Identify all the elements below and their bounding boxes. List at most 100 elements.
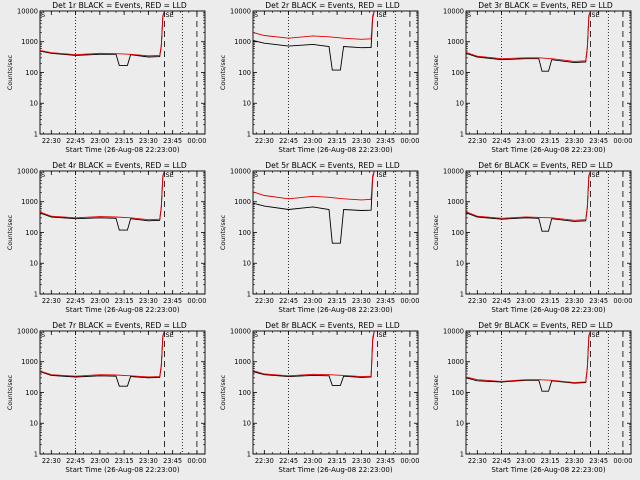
y-tick-label: 10 bbox=[456, 100, 464, 108]
y-tick-label: 10 bbox=[456, 420, 464, 428]
x-tick-label: 22:30 bbox=[468, 457, 487, 465]
y-axis-label: Counts/sec bbox=[432, 374, 440, 410]
series-events-line bbox=[465, 10, 592, 72]
y-tick-label: 10 bbox=[243, 260, 251, 268]
corner-label-right: SE bbox=[379, 171, 387, 179]
corner-label-left: S bbox=[41, 331, 45, 339]
x-tick-label: 22:45 bbox=[66, 137, 85, 145]
y-tick-label: 1 bbox=[34, 130, 38, 138]
y-tick-label: 100 bbox=[25, 229, 38, 237]
y-axis-label: Counts/sec bbox=[219, 54, 227, 90]
chart-title: Det 4r BLACK = Events, RED = LLD bbox=[52, 161, 187, 170]
x-tick-label: 23:15 bbox=[541, 137, 560, 145]
x-tick-label: 00:00 bbox=[613, 297, 632, 305]
x-tick-label: 23:45 bbox=[376, 297, 395, 305]
y-tick-label: 1 bbox=[460, 130, 464, 138]
x-axis-label: Start Time (26-Aug-08 22:23:00) bbox=[278, 466, 392, 474]
plot-frame bbox=[252, 330, 419, 455]
y-tick-label: 10000 bbox=[443, 167, 464, 175]
line-chart: Det 8r BLACK = Events, RED = LLD 1 10 100 10… bbox=[219, 321, 419, 474]
detector-panel: Det 9r BLACK = Events, RED = LLD 1 10 100 10… bbox=[426, 320, 639, 480]
plot-frame bbox=[39, 330, 206, 455]
y-tick-label: 10000 bbox=[443, 327, 464, 335]
x-axis-label: Start Time (26-Aug-08 22:23:00) bbox=[491, 466, 605, 474]
x-tick-label: 23:00 bbox=[90, 457, 109, 465]
corner-label-right: SE bbox=[592, 11, 600, 19]
x-tick-label: 22:45 bbox=[279, 457, 298, 465]
x-tick-label: 22:30 bbox=[42, 297, 61, 305]
x-tick-label: 23:30 bbox=[139, 457, 158, 465]
corner-label-left: S bbox=[254, 171, 258, 179]
series-lld-line bbox=[39, 10, 166, 57]
x-axis-label: Start Time (26-Aug-08 22:23:00) bbox=[278, 306, 392, 314]
series-lld-line bbox=[465, 10, 592, 62]
x-tick-label: 23:00 bbox=[516, 297, 535, 305]
corner-label-right: SE bbox=[379, 331, 387, 339]
y-tick-label: 10000 bbox=[230, 7, 251, 15]
x-tick-label: 22:45 bbox=[279, 137, 298, 145]
series-events-line bbox=[39, 170, 166, 231]
x-tick-label: 22:45 bbox=[66, 457, 85, 465]
x-axis-label: Start Time (26-Aug-08 22:23:00) bbox=[65, 306, 179, 314]
x-tick-label: 23:45 bbox=[376, 457, 395, 465]
corner-label-right: SE bbox=[166, 331, 174, 339]
x-tick-label: 23:15 bbox=[541, 457, 560, 465]
chart-title: Det 2r BLACK = Events, RED = LLD bbox=[265, 1, 400, 10]
y-tick-label: 1 bbox=[460, 450, 464, 458]
series-events-line bbox=[39, 330, 166, 387]
line-chart: Det 1r BLACK = Events, RED = LLD 1 10 100 10… bbox=[6, 1, 206, 154]
x-tick-label: 23:30 bbox=[565, 457, 584, 465]
x-tick-label: 22:45 bbox=[492, 457, 511, 465]
y-tick-label: 10 bbox=[243, 420, 251, 428]
detector-panel: Det 3r BLACK = Events, RED = LLD 1 10 100 10… bbox=[426, 0, 639, 160]
y-tick-label: 1000 bbox=[234, 38, 251, 46]
series-lld-line bbox=[465, 170, 592, 221]
x-tick-label: 00:00 bbox=[187, 137, 206, 145]
x-tick-label: 22:30 bbox=[255, 457, 274, 465]
detector-panel: Det 4r BLACK = Events, RED = LLD 1 10 100 10… bbox=[0, 160, 213, 320]
series-lld-line bbox=[252, 170, 375, 201]
series-lld-line bbox=[465, 330, 592, 384]
chart-title: Det 6r BLACK = Events, RED = LLD bbox=[478, 161, 613, 170]
y-tick-label: 1 bbox=[247, 290, 251, 298]
x-tick-label: 00:00 bbox=[400, 137, 419, 145]
y-tick-label: 1000 bbox=[21, 198, 38, 206]
x-tick-label: 23:00 bbox=[90, 137, 109, 145]
line-chart: Det 2r BLACK = Events, RED = LLD 1 10 100 10… bbox=[219, 1, 419, 154]
x-tick-label: 22:45 bbox=[66, 297, 85, 305]
x-tick-label: 23:45 bbox=[589, 137, 608, 145]
x-tick-label: 22:30 bbox=[255, 137, 274, 145]
x-tick-label: 23:45 bbox=[163, 457, 182, 465]
x-tick-label: 00:00 bbox=[613, 137, 632, 145]
x-tick-label: 23:45 bbox=[163, 297, 182, 305]
x-tick-label: 23:15 bbox=[328, 137, 347, 145]
y-axis-label: Counts/sec bbox=[6, 54, 14, 90]
x-tick-label: 23:00 bbox=[303, 457, 322, 465]
series-lld-line bbox=[39, 170, 166, 221]
y-axis-label: Counts/sec bbox=[6, 374, 14, 410]
y-tick-label: 1 bbox=[460, 290, 464, 298]
corner-label-right: SE bbox=[592, 331, 600, 339]
x-tick-label: 23:30 bbox=[352, 137, 371, 145]
x-tick-label: 23:45 bbox=[589, 457, 608, 465]
chart-title: Det 3r BLACK = Events, RED = LLD bbox=[478, 1, 613, 10]
line-chart: Det 7r BLACK = Events, RED = LLD 1 10 100 10… bbox=[6, 321, 206, 474]
y-tick-label: 1000 bbox=[447, 38, 464, 46]
y-tick-label: 1000 bbox=[21, 358, 38, 366]
x-tick-label: 22:30 bbox=[42, 457, 61, 465]
x-tick-label: 23:15 bbox=[328, 457, 347, 465]
plot-frame bbox=[39, 10, 206, 135]
y-tick-label: 100 bbox=[451, 229, 464, 237]
y-tick-label: 1 bbox=[247, 450, 251, 458]
line-chart: Det 9r BLACK = Events, RED = LLD 1 10 100 10… bbox=[432, 321, 632, 474]
chart-title: Det 8r BLACK = Events, RED = LLD bbox=[265, 321, 400, 330]
series-events-line bbox=[252, 170, 375, 244]
series-events-line bbox=[39, 10, 166, 66]
x-tick-label: 00:00 bbox=[613, 457, 632, 465]
x-tick-label: 00:00 bbox=[187, 457, 206, 465]
series-events-line bbox=[465, 170, 592, 232]
x-tick-label: 23:00 bbox=[303, 137, 322, 145]
line-chart: Det 3r BLACK = Events, RED = LLD 1 10 100 10… bbox=[432, 1, 632, 154]
x-tick-label: 23:00 bbox=[516, 457, 535, 465]
y-tick-label: 10 bbox=[30, 100, 38, 108]
